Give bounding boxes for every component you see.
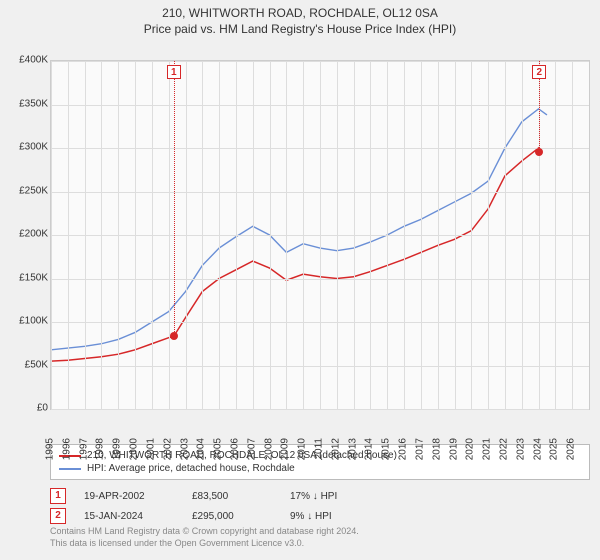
event-marker-icon: 1	[50, 488, 66, 504]
event-price: £295,000	[192, 511, 272, 522]
marker-dot	[170, 332, 178, 340]
x-axis-label: 1997	[78, 438, 89, 460]
x-axis-label: 1996	[61, 438, 72, 460]
x-axis-label: 2025	[549, 438, 560, 460]
x-axis-label: 2021	[482, 438, 493, 460]
x-axis-label: 2007	[246, 438, 257, 460]
event-price: £83,500	[192, 491, 272, 502]
event-row: 2 15-JAN-2024 £295,000 9% ↓ HPI	[50, 506, 590, 526]
event-date: 15-JAN-2024	[84, 511, 174, 522]
footer-line: This data is licensed under the Open Gov…	[50, 538, 590, 550]
x-axis-label: 2024	[532, 438, 543, 460]
title-address: 210, WHITWORTH ROAD, ROCHDALE, OL12 0SA	[0, 0, 600, 20]
footer-line: Contains HM Land Registry data © Crown c…	[50, 526, 590, 538]
event-delta: 9% ↓ HPI	[290, 511, 370, 522]
x-axis-label: 1998	[95, 438, 106, 460]
legend-label: HPI: Average price, detached house, Roch…	[87, 463, 295, 474]
x-axis-label: 2017	[414, 438, 425, 460]
events-table: 1 19-APR-2002 £83,500 17% ↓ HPI 2 15-JAN…	[50, 486, 590, 526]
series-subject	[51, 148, 539, 361]
x-axis-label: 2010	[297, 438, 308, 460]
legend-item: HPI: Average price, detached house, Roch…	[59, 462, 581, 475]
x-axis-label: 2022	[498, 438, 509, 460]
marker-box: 1	[167, 65, 181, 79]
y-axis-label: £0	[37, 403, 48, 414]
title-subtitle: Price paid vs. HM Land Registry's House …	[0, 20, 600, 36]
marker-line	[174, 61, 175, 336]
x-axis-label: 2005	[213, 438, 224, 460]
marker-dot	[535, 148, 543, 156]
y-axis-label: £300K	[19, 142, 48, 153]
y-axis-label: £150K	[19, 272, 48, 283]
event-delta: 17% ↓ HPI	[290, 491, 370, 502]
x-axis-label: 2020	[465, 438, 476, 460]
x-axis-label: 2003	[179, 438, 190, 460]
chart-plot-area: 12	[50, 60, 590, 410]
x-axis-label: 2018	[431, 438, 442, 460]
x-axis-label: 1995	[45, 438, 56, 460]
x-axis-label: 1999	[112, 438, 123, 460]
x-axis-label: 2013	[347, 438, 358, 460]
y-axis-label: £100K	[19, 316, 48, 327]
x-axis-label: 2008	[263, 438, 274, 460]
y-axis-label: £400K	[19, 55, 48, 66]
y-axis-label: £250K	[19, 185, 48, 196]
marker-box: 2	[532, 65, 546, 79]
legend-swatch	[59, 468, 81, 470]
event-marker-icon: 2	[50, 508, 66, 524]
x-axis-label: 2026	[566, 438, 577, 460]
y-axis-label: £350K	[19, 98, 48, 109]
footer-attribution: Contains HM Land Registry data © Crown c…	[50, 526, 590, 549]
x-axis-label: 2016	[398, 438, 409, 460]
x-axis-label: 2011	[314, 438, 325, 460]
x-axis-label: 2001	[145, 438, 156, 460]
y-axis-label: £200K	[19, 229, 48, 240]
event-date: 19-APR-2002	[84, 491, 174, 502]
x-axis-label: 2004	[196, 438, 207, 460]
event-row: 1 19-APR-2002 £83,500 17% ↓ HPI	[50, 486, 590, 506]
x-axis-label: 2014	[364, 438, 375, 460]
x-axis-label: 2023	[515, 438, 526, 460]
x-axis-label: 2002	[162, 438, 173, 460]
x-axis-label: 2015	[381, 438, 392, 460]
y-axis-label: £50K	[25, 359, 48, 370]
x-axis-label: 2000	[129, 438, 140, 460]
x-axis-label: 2006	[229, 438, 240, 460]
x-axis-label: 2012	[330, 438, 341, 460]
x-axis-label: 2009	[280, 438, 291, 460]
x-axis-label: 2019	[448, 438, 459, 460]
figure-container: 210, WHITWORTH ROAD, ROCHDALE, OL12 0SA …	[0, 0, 600, 560]
